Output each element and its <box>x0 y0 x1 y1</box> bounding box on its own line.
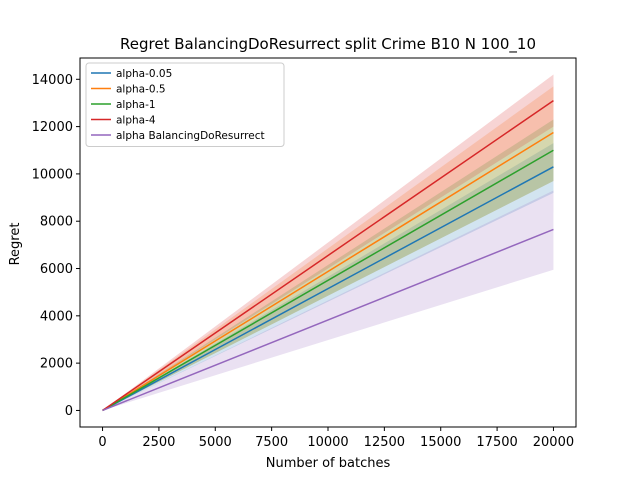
x-axis-label: Number of batches <box>266 456 391 471</box>
legend: alpha-0.05 alpha-0.5 alpha-1 alpha-4 alpha B… <box>85 62 285 147</box>
x-tick-label: 0 <box>98 435 106 450</box>
x-tick-label: 17500 <box>476 435 517 450</box>
y-tick-label: 8000 <box>40 215 73 230</box>
confidence-bands <box>102 74 554 411</box>
confidence-band-2 <box>102 119 554 411</box>
y-tick-label: 0 <box>65 404 73 419</box>
series-line-4 <box>102 228 554 412</box>
confidence-band-0 <box>102 143 554 411</box>
x-axis-ticks: 0 2500 5000 7500 10000 12500 15000 17500 20000 <box>98 427 574 450</box>
series-line-1 <box>102 131 554 412</box>
y-tick-label: 6000 <box>40 262 73 277</box>
x-tick-label: 15000 <box>420 435 461 450</box>
y-tick-label: 12000 <box>32 120 73 135</box>
y-tick-label: 10000 <box>32 167 73 182</box>
series-line-2 <box>102 149 554 412</box>
chart-title: Regret BalancingDoResurrect split Crime … <box>120 35 536 54</box>
confidence-band-1 <box>102 86 554 411</box>
y-axis-ticks: 0 2000 4000 6000 8000 10000 12000 14000 <box>32 73 80 419</box>
x-tick-label: 20000 <box>533 435 574 450</box>
series-line-3 <box>102 99 554 412</box>
y-tick-label: 14000 <box>32 73 73 88</box>
series-line-0 <box>102 166 554 412</box>
y-tick-label: 2000 <box>40 357 73 372</box>
confidence-band-4 <box>102 190 554 411</box>
x-tick-label: 5000 <box>199 435 232 450</box>
legend-entry-label: alpha-4 <box>116 114 156 126</box>
series-lines <box>102 99 554 412</box>
x-tick-label: 12500 <box>364 435 405 450</box>
legend-entry-label: alpha-1 <box>116 99 156 111</box>
y-axis-label: Regret <box>8 223 23 266</box>
legend-entry-label: alpha-0.5 <box>116 83 166 95</box>
legend-entry-label: alpha-0.05 <box>116 68 172 80</box>
y-tick-label: 4000 <box>40 309 73 324</box>
confidence-band-3 <box>102 74 554 411</box>
legend-entry-label: alpha BalancingDoResurrect <box>116 130 265 142</box>
x-tick-label: 2500 <box>142 435 175 450</box>
x-tick-label: 10000 <box>307 435 348 450</box>
legend-box <box>85 62 285 147</box>
x-tick-label: 7500 <box>255 435 288 450</box>
